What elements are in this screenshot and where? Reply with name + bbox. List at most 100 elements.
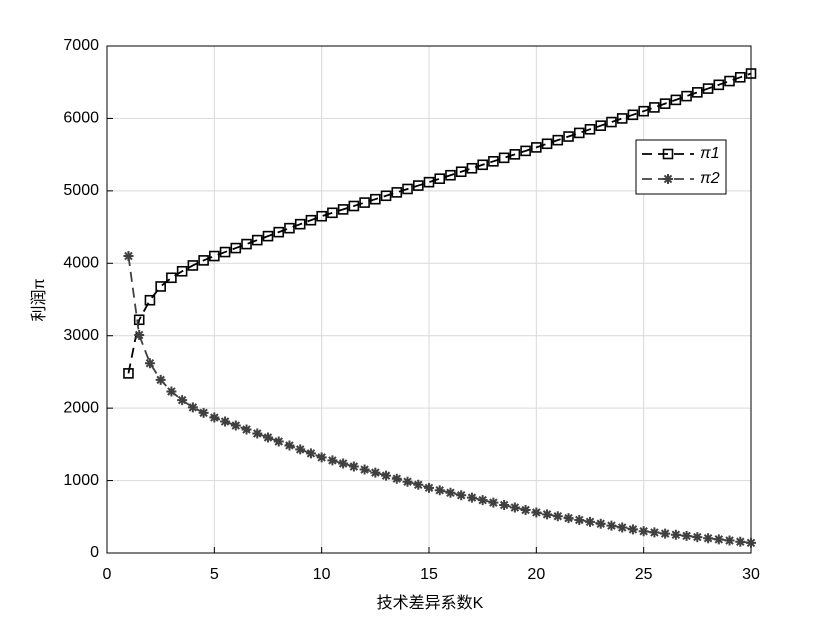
marker <box>412 180 424 191</box>
marker <box>198 407 209 418</box>
legend-box <box>635 139 727 195</box>
x-axis-label: 技术差异系数K <box>377 594 484 612</box>
marker <box>724 535 735 546</box>
marker <box>692 87 703 98</box>
plot-frame <box>106 45 752 554</box>
marker <box>734 71 746 83</box>
marker <box>413 479 424 490</box>
marker <box>423 176 435 188</box>
marker <box>477 159 488 171</box>
marker <box>616 113 628 124</box>
marker <box>606 520 617 531</box>
marker <box>627 524 638 535</box>
marker <box>381 470 392 481</box>
y-axis-label: 利润π <box>30 278 48 321</box>
marker <box>445 169 456 181</box>
marker <box>241 424 252 435</box>
x-tick-label: 5 <box>210 566 219 583</box>
marker <box>735 536 746 547</box>
y-tick-label: 1000 <box>63 472 99 489</box>
marker <box>338 458 349 469</box>
marker <box>262 230 274 242</box>
marker <box>187 260 199 271</box>
x-tick-label: 0 <box>103 566 112 583</box>
marker <box>177 395 188 406</box>
marker <box>380 190 392 202</box>
marker <box>713 79 725 91</box>
marker <box>144 294 156 306</box>
marker <box>316 210 327 222</box>
x-tick-label: 30 <box>742 566 760 583</box>
marker <box>498 152 510 164</box>
marker <box>251 234 263 246</box>
legend-label: π2 <box>700 170 720 187</box>
marker <box>617 522 628 533</box>
marker <box>198 255 209 266</box>
marker <box>391 187 403 198</box>
marker <box>660 528 671 539</box>
y-tick-label: 3000 <box>63 327 99 344</box>
marker <box>434 485 445 496</box>
marker <box>273 226 285 238</box>
marker <box>542 509 553 520</box>
marker <box>294 218 306 230</box>
marker <box>638 105 649 117</box>
marker <box>133 314 145 326</box>
marker <box>745 68 757 79</box>
marker <box>316 452 327 463</box>
marker <box>509 149 521 160</box>
marker <box>445 487 456 498</box>
marker <box>649 527 660 538</box>
marker <box>466 492 477 503</box>
marker <box>702 83 714 94</box>
marker <box>552 511 563 522</box>
series-line <box>127 72 752 374</box>
marker <box>499 500 510 511</box>
marker <box>144 358 155 369</box>
marker <box>327 207 338 219</box>
marker <box>241 238 252 250</box>
marker <box>595 120 607 131</box>
marker <box>402 183 413 195</box>
x-tick-label: 20 <box>527 566 545 583</box>
marker <box>662 148 674 160</box>
marker <box>187 402 198 413</box>
marker <box>337 204 349 215</box>
marker <box>573 127 585 139</box>
marker <box>585 516 595 527</box>
marker <box>670 94 682 106</box>
marker <box>123 368 134 379</box>
marker <box>703 533 714 544</box>
y-tick-label: 5000 <box>63 182 99 199</box>
marker <box>746 537 756 548</box>
marker <box>176 265 188 277</box>
marker <box>434 173 446 184</box>
y-tick-label: 0 <box>90 544 99 561</box>
marker <box>370 467 381 478</box>
marker <box>681 90 692 102</box>
marker <box>552 134 564 146</box>
marker <box>263 432 273 443</box>
marker <box>670 529 681 540</box>
legend-label: π1 <box>700 145 720 162</box>
marker <box>584 123 596 135</box>
marker <box>220 416 231 427</box>
y-tick-label: 6000 <box>63 110 99 127</box>
marker <box>166 386 177 397</box>
marker <box>531 507 542 518</box>
marker <box>466 162 478 174</box>
marker <box>595 518 606 529</box>
marker <box>348 461 359 472</box>
marker <box>327 455 338 466</box>
y-tick-label: 4000 <box>63 255 99 272</box>
x-tick-label: 25 <box>635 566 653 583</box>
marker <box>488 497 499 508</box>
marker <box>391 473 402 484</box>
marker <box>155 281 166 292</box>
marker <box>134 329 145 340</box>
marker <box>284 440 295 451</box>
marker <box>724 75 735 87</box>
marker <box>520 145 531 157</box>
marker <box>531 142 542 153</box>
